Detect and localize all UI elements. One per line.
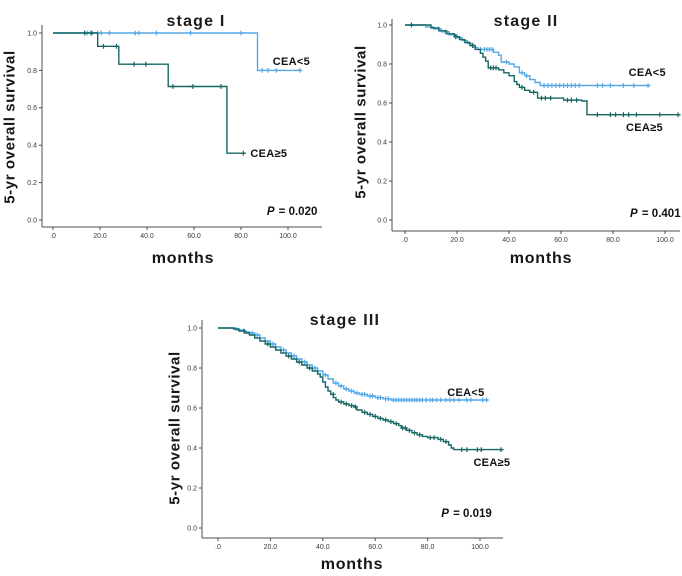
km-curve-cea-ge5	[53, 30, 246, 156]
svg-text:40.0: 40.0	[316, 544, 330, 551]
panel-title: stage II	[493, 13, 559, 31]
panel-title: stage I	[166, 13, 226, 31]
series-label-cea-lt5: CEA<5	[628, 66, 666, 79]
y-tick-labels: 0.0 0.2 0.4 0.6 0.8 1.0	[187, 325, 202, 532]
svg-text:100.0: 100.0	[656, 237, 674, 244]
svg-text:80.0: 80.0	[234, 233, 248, 240]
svg-text:0.4: 0.4	[187, 445, 197, 452]
km-curve-cea-lt5	[218, 327, 489, 403]
x-axis-title: months	[509, 250, 573, 267]
series-label-cea-ge5: CEA≥5	[473, 457, 511, 469]
p-number: = 0.019	[449, 508, 492, 520]
svg-text:60.0: 60.0	[187, 233, 201, 240]
svg-text:0.2: 0.2	[187, 485, 197, 492]
axes	[391, 19, 680, 232]
plot-panel-3: .0 20.0 40.0 60.0 80.0 100.0 0.0 0.2 0.4 0.6 0.8 1.…	[187, 320, 504, 551]
svg-text:1.0: 1.0	[377, 22, 387, 29]
svg-text:1.0: 1.0	[27, 30, 37, 37]
svg-text:.0: .0	[215, 544, 221, 551]
p-symbol: P	[266, 205, 275, 218]
series-label-cea-ge5: CEA≥5	[626, 122, 663, 135]
km-curve-cea-lt5	[53, 30, 303, 73]
svg-text:20.0: 20.0	[450, 237, 464, 244]
axes	[201, 320, 503, 539]
y-axis-title: 5-yr overall survival	[166, 351, 184, 505]
censor-marks	[249, 330, 489, 403]
svg-text:0.6: 0.6	[187, 405, 197, 412]
km-curve-cea-lt5	[405, 22, 651, 88]
svg-text:.0: .0	[402, 237, 408, 244]
x-tick-labels: .0 20.0 40.0 60.0 80.0 100.0	[215, 538, 489, 551]
p-number: = 0.401	[638, 208, 681, 221]
censor-marks	[82, 30, 246, 156]
y-tick-labels: 0.0 0.2 0.4 0.6 0.8 1.0	[377, 22, 392, 224]
svg-text:0.2: 0.2	[27, 180, 37, 187]
svg-text:0.8: 0.8	[377, 61, 387, 68]
svg-text:60.0: 60.0	[368, 544, 382, 551]
svg-text:1.0: 1.0	[187, 325, 197, 332]
y-axis-title: 5-yr overall survival	[352, 45, 370, 199]
axes	[41, 25, 322, 228]
svg-text:20.0: 20.0	[93, 233, 107, 240]
km-curve-cea-ge5	[405, 22, 681, 118]
svg-text:.0: .0	[50, 233, 56, 240]
censor-marks	[84, 30, 303, 73]
series-label-cea-lt5: CEA<5	[272, 55, 310, 68]
svg-text:0.4: 0.4	[27, 143, 37, 150]
x-tick-labels: .0 20.0 40.0 60.0 80.0 100.0	[50, 227, 297, 240]
svg-text:60.0: 60.0	[554, 237, 568, 244]
svg-text:100.0: 100.0	[279, 233, 297, 240]
p-symbol: P	[441, 508, 449, 520]
p-value: P = 0.020	[267, 206, 318, 218]
svg-text:0.2: 0.2	[377, 178, 387, 185]
svg-text:0.4: 0.4	[377, 139, 387, 146]
svg-text:100.0: 100.0	[471, 544, 489, 551]
svg-text:0.6: 0.6	[27, 105, 37, 112]
x-tick-labels: .0 20.0 40.0 60.0 80.0 100.0	[402, 231, 674, 244]
svg-text:40.0: 40.0	[502, 237, 516, 244]
plot-panel-1: .0 20.0 40.0 60.0 80.0 100.0 0.0 0.2 0.4 0.6 0.8 1.…	[27, 25, 322, 240]
x-axis-title: months	[320, 556, 384, 573]
plot-panel-2: .0 20.0 40.0 60.0 80.0 100.0 0.0 0.2 0.4 0.6 0.8 1.…	[377, 19, 681, 244]
svg-text:0.6: 0.6	[377, 100, 387, 107]
series-label-cea-ge5: CEA≥5	[250, 147, 288, 160]
x-axis-title: months	[151, 250, 215, 267]
svg-text:0.0: 0.0	[377, 217, 387, 224]
p-value: P = 0.019	[441, 508, 492, 520]
y-axis-title: 5-yr overall survival	[1, 50, 19, 204]
p-symbol: P	[630, 208, 638, 221]
svg-text:80.0: 80.0	[421, 544, 435, 551]
svg-text:40.0: 40.0	[140, 233, 154, 240]
panel-title: stage III	[309, 312, 381, 330]
y-tick-labels: 0.0 0.2 0.4 0.6 0.8 1.0	[27, 30, 42, 224]
p-value: P = 0.401	[630, 208, 681, 220]
km-curve-cea-ge5	[218, 327, 504, 452]
svg-text:0.8: 0.8	[187, 365, 197, 372]
svg-text:0.0: 0.0	[27, 217, 37, 224]
series-label-cea-lt5: CEA<5	[447, 387, 485, 399]
svg-text:20.0: 20.0	[264, 544, 278, 551]
censor-marks	[409, 22, 681, 118]
p-number: = 0.020	[275, 205, 318, 218]
svg-text:80.0: 80.0	[606, 237, 620, 244]
svg-text:0.0: 0.0	[187, 525, 197, 532]
censor-marks	[241, 328, 504, 452]
svg-text:0.8: 0.8	[27, 68, 37, 75]
